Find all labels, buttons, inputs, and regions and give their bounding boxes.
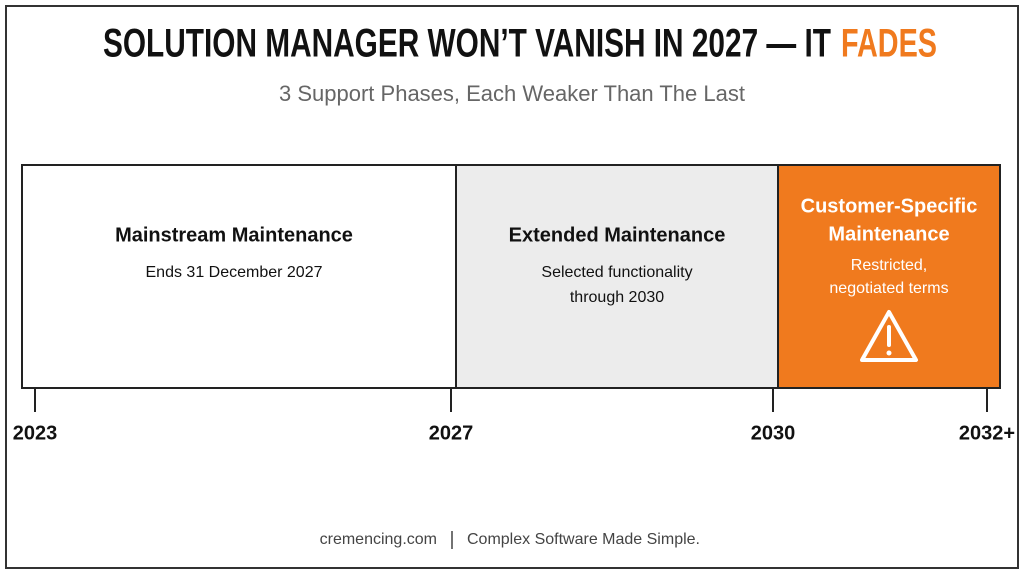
phase-description: Selected functionality: [541, 264, 692, 281]
tick-label: 2030: [751, 422, 796, 444]
footer-site: cremencing.com: [320, 531, 437, 548]
tick-label: 2023: [13, 422, 58, 444]
phase-box: [455, 164, 779, 389]
tick-label: 2032+: [959, 422, 1015, 444]
phase-description: Ends 31 December 2027: [146, 264, 323, 281]
phase-title: Extended Maintenance: [509, 224, 726, 246]
phase-title: Mainstream Maintenance: [115, 224, 353, 246]
phase-description: Restricted,: [851, 257, 927, 274]
warning-icon: [860, 310, 918, 362]
tick-label: 2027: [429, 422, 474, 444]
phase-box: [21, 164, 457, 389]
subtitle: 3 Support Phases, Each Weaker Than The L…: [279, 81, 745, 106]
timeline-ticks: 2023 2027 2030 2032+: [13, 388, 1015, 444]
phase-description: through 2030: [570, 289, 664, 306]
footer-tagline: Complex Software Made Simple.: [467, 531, 700, 548]
phase-title: Customer-Specific: [801, 195, 978, 217]
title-highlight: FADES: [841, 22, 937, 66]
title: SOLUTION MANAGER WON’T VANISH IN 2027 — …: [103, 22, 831, 66]
phase-title: Maintenance: [828, 223, 949, 245]
phase-description: negotiated terms: [829, 280, 948, 297]
